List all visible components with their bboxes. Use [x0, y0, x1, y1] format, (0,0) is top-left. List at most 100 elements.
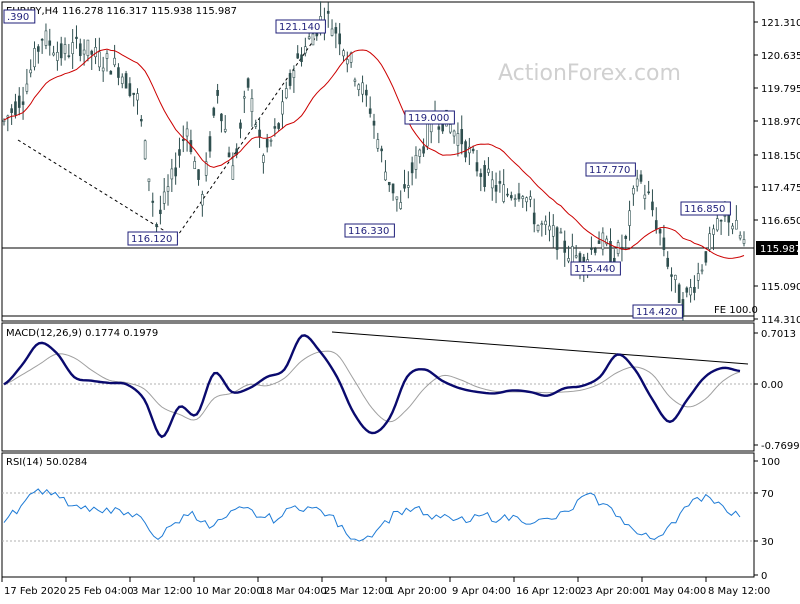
candle-body: [300, 54, 303, 62]
candle-body: [380, 148, 383, 152]
candle-body: [735, 220, 738, 230]
candle-body: [689, 287, 692, 296]
price-labels-group: .390 121.140 116.120 119.000 116.330 117.770 1…: [3, 9, 731, 319]
candle-body: [696, 273, 700, 281]
candle-body: [265, 138, 269, 148]
candle-body: [288, 73, 292, 86]
candle-body: [105, 53, 109, 59]
candle-body: [338, 33, 341, 45]
candle-body: [529, 196, 532, 200]
candle-body: [37, 46, 40, 52]
candle-body: [544, 220, 547, 225]
candle-body: [376, 139, 380, 149]
price-pane-border: [1, 1, 755, 322]
candle-body: [59, 43, 63, 59]
candle-body: [304, 46, 307, 54]
candle-body: [666, 257, 670, 267]
candle-body: [605, 238, 608, 245]
candle-body: [78, 43, 82, 56]
candle-body: [254, 124, 258, 127]
candle-body: [330, 28, 334, 36]
candle-body: [563, 240, 567, 253]
candle-body: [700, 269, 704, 272]
candle-body: [227, 152, 231, 158]
candle-body: [448, 124, 452, 133]
candle-body: [262, 155, 265, 163]
candle-body: [422, 146, 425, 154]
candle-body: [82, 49, 86, 55]
candle-body: [414, 154, 418, 170]
x-tick-label: 17 Feb 2020: [4, 586, 66, 597]
price-y-axis: 121.310 120.635 119.795 118.970 118.150 117.4…: [754, 18, 800, 326]
candle-body: [635, 178, 639, 187]
label-116330-box: [344, 223, 395, 238]
macd-y-axis: 0.7013 0.00 -0.7699: [754, 329, 800, 452]
candle-body: [502, 184, 505, 202]
candle-body: [674, 274, 677, 280]
candle-body: [468, 146, 471, 154]
candle-body: [250, 98, 254, 112]
label-116120-box: [127, 231, 178, 246]
candle-body: [704, 251, 708, 263]
x-tick-label: 10 Mar 20:00: [196, 586, 263, 597]
candle-body: [727, 215, 731, 223]
candle-body: [223, 128, 227, 132]
candle-body: [185, 128, 189, 137]
candle-body: [212, 107, 216, 116]
candle-body: [52, 52, 55, 56]
candle-body: [490, 179, 494, 189]
candle-body: [670, 274, 673, 277]
x-tick-label: 18 Mar 04:00: [260, 586, 327, 597]
price-y-tick-label: 115.090: [761, 282, 800, 293]
candle-body: [71, 42, 74, 55]
rsi-y-tick-label: 0: [761, 571, 767, 582]
candle-body: [403, 184, 406, 189]
candle-body: [216, 89, 219, 96]
candle-body: [685, 287, 689, 293]
candle-body: [113, 57, 116, 66]
candle-body: [21, 101, 25, 105]
candle-body: [246, 78, 250, 88]
candle-body: [506, 193, 509, 196]
candle-body: [365, 89, 368, 96]
label-117770-text: 117.770: [589, 165, 630, 176]
price-y-tick-label: 120.635: [761, 51, 800, 62]
candle-body: [29, 69, 33, 74]
candle-body: [456, 133, 460, 146]
candle-body: [181, 139, 185, 142]
label-116120: 116.120: [127, 231, 178, 246]
candle-body: [494, 185, 498, 192]
candle-body: [204, 161, 208, 176]
candle-body: [269, 139, 273, 142]
watermark: ActionForex.com: [498, 61, 681, 86]
price-y-tick-label: 119.795: [761, 84, 800, 95]
candle-body: [658, 229, 662, 234]
candle-body: [178, 149, 181, 156]
x-tick-label: 23 Apr 20:00: [580, 586, 645, 597]
current-price-text: 115.987: [760, 244, 800, 255]
candle-body: [643, 194, 647, 199]
candle-body: [723, 215, 727, 217]
candle-body: [349, 52, 353, 63]
candle-body: [109, 71, 113, 75]
x-tick-label: 9 Apr 04:00: [452, 586, 511, 597]
candle-body: [517, 193, 521, 200]
label-116850-box: [680, 201, 731, 216]
candles-group: [2, 1, 746, 322]
candle-body: [94, 47, 97, 58]
label-115440: 115.440: [570, 261, 621, 276]
label-116850-text: 116.850: [684, 204, 725, 215]
candle-body: [357, 84, 361, 90]
candle-body: [48, 40, 52, 46]
label-114420: 114.420: [632, 304, 683, 319]
price-y-tick-label: 121.310: [761, 18, 800, 29]
candle-body: [159, 209, 162, 215]
price-y-tick-label: 118.970: [761, 117, 800, 128]
candle-body: [555, 227, 559, 250]
candle-body: [120, 76, 124, 84]
candle-body: [273, 126, 277, 129]
candle-body: [326, 10, 330, 14]
candle-body: [296, 53, 300, 59]
